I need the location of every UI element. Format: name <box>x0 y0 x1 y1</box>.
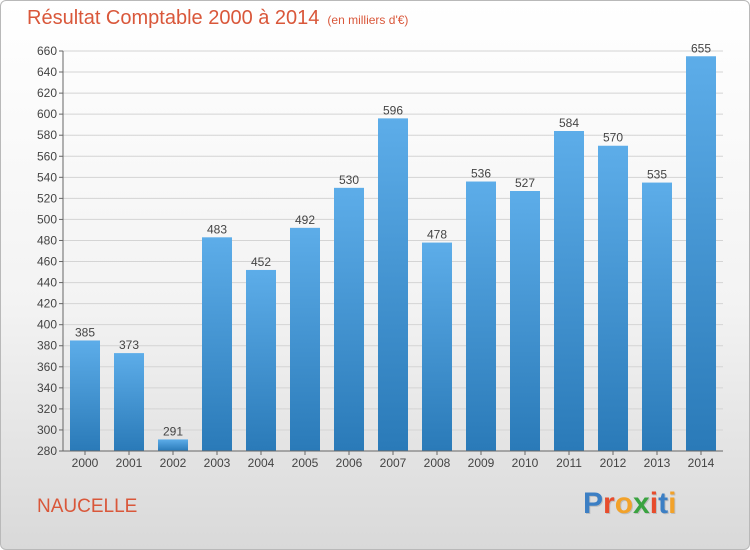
y-tick-label: 420 <box>37 297 57 311</box>
y-tick-label: 280 <box>37 444 57 458</box>
x-tick-label-2009: 2009 <box>468 456 495 470</box>
x-tick-label-2006: 2006 <box>336 456 363 470</box>
x-tick-label-2014: 2014 <box>688 456 715 470</box>
y-tick-label: 480 <box>37 233 57 247</box>
data-label-2000: 385 <box>75 325 95 339</box>
bar-2002 <box>158 439 188 451</box>
data-label-2013: 535 <box>647 168 667 182</box>
x-tick-label-2013: 2013 <box>644 456 671 470</box>
data-label-2002: 291 <box>163 424 183 438</box>
chart-title-unit: (en milliers d'€) <box>327 13 409 27</box>
data-label-2007: 596 <box>383 103 403 117</box>
bar-2011 <box>554 131 584 451</box>
logo-letter: o <box>614 487 634 520</box>
y-tick-label: 660 <box>37 44 57 58</box>
y-tick-label: 640 <box>37 65 57 79</box>
y-tick-label: 320 <box>37 402 57 416</box>
y-tick-label: 440 <box>37 276 57 290</box>
data-label-2010: 527 <box>515 176 535 190</box>
chart-title: Résultat Comptable 2000 à 2014 (en millie… <box>27 7 408 30</box>
bar-2001 <box>114 353 144 451</box>
bar-2014 <box>686 56 716 452</box>
logo-letter: t <box>658 487 669 520</box>
x-tick-label-2005: 2005 <box>292 456 319 470</box>
y-tick-label: 540 <box>37 170 57 184</box>
x-tick-label-2012: 2012 <box>600 456 627 470</box>
bar-2012 <box>598 145 628 451</box>
data-label-2005: 492 <box>295 213 315 227</box>
x-tick-label-2010: 2010 <box>512 456 539 470</box>
x-axis: 2000 2001 2002 2003 2004 2005 2006 2007 2008 2009… <box>63 450 723 470</box>
logo-letter: P <box>583 487 604 520</box>
data-label-2004: 452 <box>251 255 271 269</box>
proxiti-logo: Proxiti <box>583 487 676 521</box>
logo-letter: i <box>668 487 677 520</box>
y-tick-label: 460 <box>37 255 57 269</box>
x-tick-label-2011: 2011 <box>556 456 582 470</box>
y-tick-label: 520 <box>37 191 57 205</box>
y-tick-label: 380 <box>37 339 57 353</box>
bar-2007 <box>378 118 408 452</box>
y-tick-label: 580 <box>37 128 57 142</box>
data-label-2014: 655 <box>691 41 711 55</box>
bars: 385 373 291 483 452 492 530 596 478 536 527 584 570 5… <box>70 41 716 452</box>
commune-name: NAUCELLE <box>37 496 138 517</box>
bar-2013 <box>642 182 672 451</box>
data-label-2011: 584 <box>559 116 579 130</box>
x-tick-label-2001: 2001 <box>116 456 143 470</box>
bar-2003 <box>202 237 232 451</box>
x-tick-label-2000: 2000 <box>72 456 99 470</box>
y-tick-label: 340 <box>37 381 57 395</box>
bar-2005 <box>290 227 320 451</box>
bar-2000 <box>70 340 100 451</box>
bar-2010 <box>510 191 540 451</box>
y-tick-label: 300 <box>37 423 57 437</box>
bar-2004 <box>246 269 276 451</box>
y-tick-label: 400 <box>37 318 57 332</box>
data-label-2009: 536 <box>471 167 491 181</box>
bar-2006 <box>334 187 364 451</box>
x-tick-label-2002: 2002 <box>160 456 187 470</box>
data-label-2008: 478 <box>427 228 447 242</box>
y-tick-label: 360 <box>37 360 57 374</box>
x-tick-label-2004: 2004 <box>248 456 275 470</box>
y-tick-label: 500 <box>37 212 57 226</box>
y-tick-label: 560 <box>37 149 57 163</box>
chart-title-main: Résultat Comptable 2000 à 2014 <box>27 7 320 29</box>
y-tick-label: 620 <box>37 86 57 100</box>
data-label-2012: 570 <box>603 131 623 145</box>
y-tick-label: 600 <box>37 107 57 121</box>
x-tick-label-2003: 2003 <box>204 456 231 470</box>
x-tick-label-2007: 2007 <box>380 456 407 470</box>
bar-2009 <box>466 181 496 452</box>
data-label-2003: 483 <box>207 222 227 236</box>
logo-letter: x <box>633 487 650 520</box>
data-label-2006: 530 <box>339 173 359 187</box>
bar-2008 <box>422 242 452 451</box>
logo-letter: i <box>649 487 659 520</box>
x-tick-label-2008: 2008 <box>424 456 451 470</box>
data-label-2001: 373 <box>119 338 139 352</box>
logo-letter: r <box>603 487 615 520</box>
y-axis: 280 300 320 340 360 380 400 420 440 460 480 500 520 5… <box>37 44 64 458</box>
